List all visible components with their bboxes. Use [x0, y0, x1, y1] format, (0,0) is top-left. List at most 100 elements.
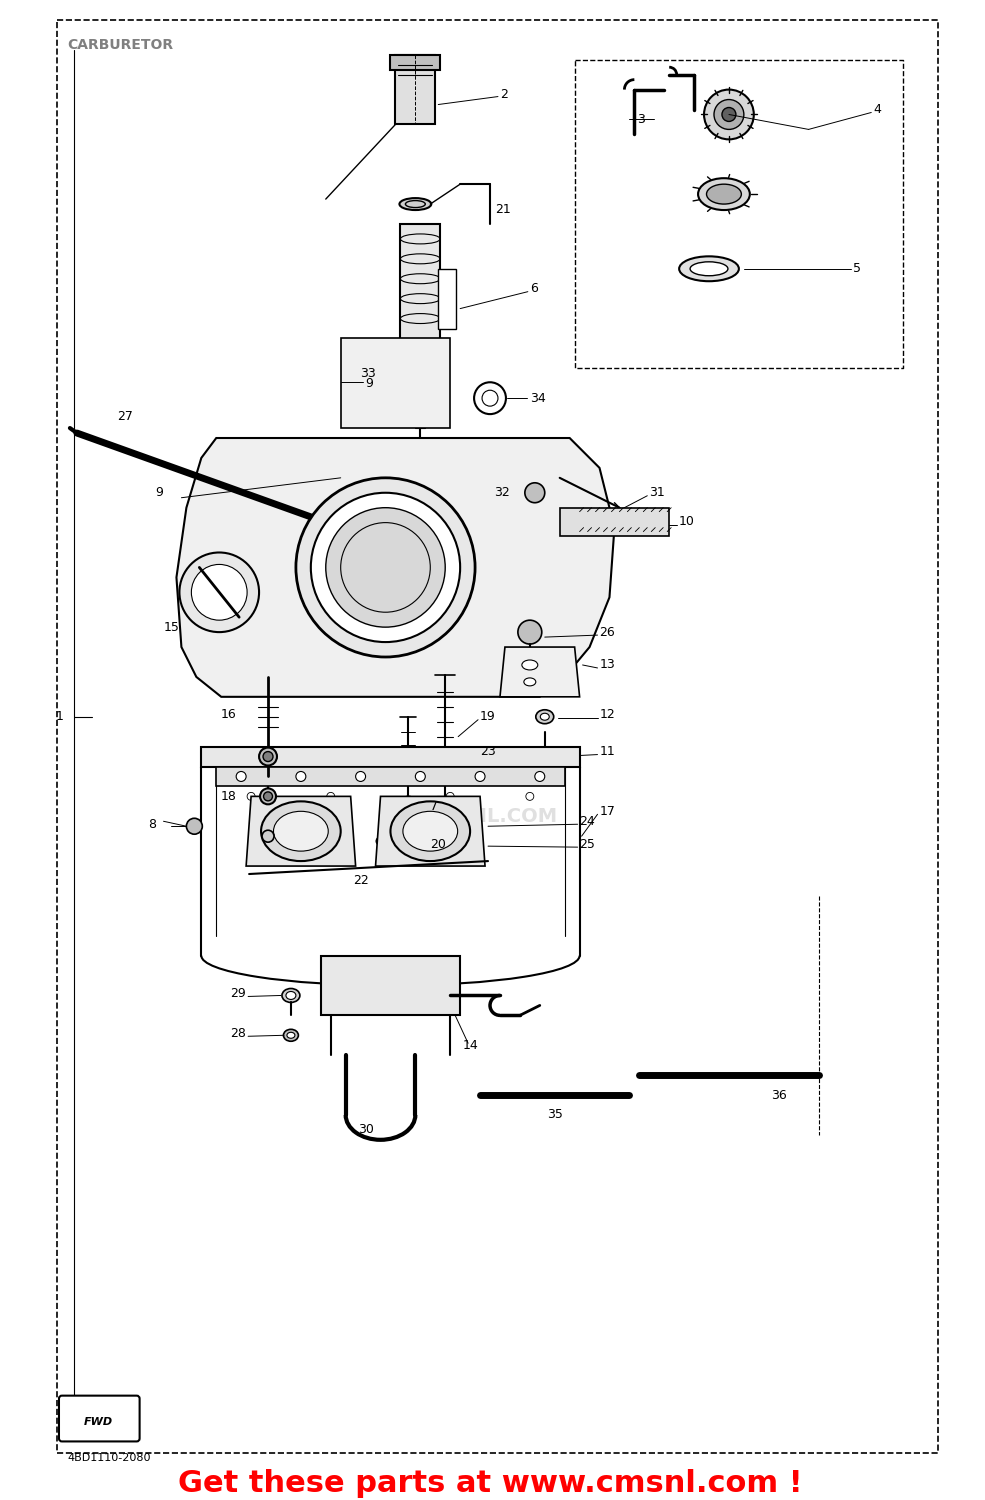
Circle shape — [326, 507, 445, 627]
Text: FWD: FWD — [85, 1416, 113, 1426]
Circle shape — [525, 483, 545, 502]
Ellipse shape — [522, 660, 538, 670]
Bar — [559, 507, 669, 536]
Polygon shape — [375, 796, 485, 865]
Circle shape — [356, 771, 365, 782]
Text: 15: 15 — [164, 621, 179, 633]
Text: 21: 21 — [495, 202, 511, 216]
Ellipse shape — [262, 830, 274, 842]
Text: 36: 36 — [771, 1089, 787, 1101]
Text: 28: 28 — [230, 1028, 246, 1039]
Text: 13: 13 — [600, 658, 616, 672]
Text: 20: 20 — [430, 837, 446, 850]
Text: 23: 23 — [480, 746, 495, 758]
Ellipse shape — [714, 99, 744, 129]
Text: 24: 24 — [579, 815, 595, 828]
Text: 5: 5 — [853, 262, 861, 276]
Circle shape — [446, 792, 454, 801]
Circle shape — [247, 792, 255, 801]
Text: 26: 26 — [600, 626, 616, 639]
Ellipse shape — [412, 360, 429, 378]
Text: CARBURETOR: CARBURETOR — [67, 38, 173, 52]
Ellipse shape — [704, 90, 754, 140]
Ellipse shape — [524, 678, 536, 686]
Ellipse shape — [690, 262, 728, 276]
Text: 14: 14 — [462, 1038, 478, 1052]
Ellipse shape — [400, 198, 431, 210]
FancyBboxPatch shape — [59, 1395, 140, 1441]
Text: WWW.: WWW. — [356, 766, 426, 786]
Circle shape — [475, 771, 485, 782]
Circle shape — [296, 771, 306, 782]
Bar — [321, 956, 460, 1016]
Bar — [395, 56, 435, 125]
Ellipse shape — [679, 256, 739, 280]
Circle shape — [191, 564, 247, 620]
Ellipse shape — [402, 796, 416, 807]
Text: 25: 25 — [579, 837, 596, 850]
Circle shape — [236, 771, 246, 782]
Text: 3: 3 — [637, 112, 645, 126]
Bar — [217, 766, 564, 786]
Bar — [390, 56, 440, 69]
Ellipse shape — [282, 988, 299, 1002]
Text: 10: 10 — [679, 514, 695, 528]
Text: 16: 16 — [221, 708, 236, 722]
Text: 33: 33 — [360, 368, 375, 380]
Circle shape — [535, 771, 545, 782]
Text: 6: 6 — [530, 282, 538, 296]
Polygon shape — [341, 339, 450, 427]
Text: 22: 22 — [353, 874, 368, 888]
Bar — [201, 747, 579, 766]
Ellipse shape — [264, 792, 273, 801]
Ellipse shape — [698, 178, 750, 210]
Ellipse shape — [259, 747, 277, 765]
Text: 2: 2 — [500, 88, 508, 101]
Ellipse shape — [540, 760, 550, 768]
Ellipse shape — [261, 801, 341, 861]
Ellipse shape — [706, 184, 742, 204]
Ellipse shape — [376, 834, 405, 848]
Circle shape — [186, 819, 202, 834]
Polygon shape — [500, 646, 579, 698]
Text: 19: 19 — [480, 710, 495, 723]
Ellipse shape — [286, 992, 296, 999]
Circle shape — [416, 771, 426, 782]
Text: 29: 29 — [230, 987, 246, 1000]
Text: 4: 4 — [874, 104, 882, 116]
Text: 32: 32 — [494, 486, 510, 500]
Text: 35: 35 — [547, 1108, 562, 1122]
Polygon shape — [176, 438, 615, 698]
Ellipse shape — [263, 752, 273, 762]
Circle shape — [296, 478, 475, 657]
Ellipse shape — [381, 837, 400, 844]
Ellipse shape — [260, 789, 276, 804]
Text: 8: 8 — [149, 818, 157, 831]
Text: Get these parts at www.cmsnl.com !: Get these parts at www.cmsnl.com ! — [177, 1468, 803, 1497]
Circle shape — [311, 494, 460, 642]
Ellipse shape — [722, 108, 736, 122]
Text: 11: 11 — [600, 746, 616, 758]
Ellipse shape — [406, 354, 435, 384]
Ellipse shape — [379, 850, 402, 862]
Ellipse shape — [538, 754, 552, 765]
Ellipse shape — [541, 714, 550, 720]
Polygon shape — [246, 796, 356, 865]
Text: 12: 12 — [600, 708, 616, 722]
Circle shape — [327, 792, 335, 801]
Ellipse shape — [287, 1032, 295, 1038]
Bar — [438, 268, 456, 328]
Ellipse shape — [284, 1029, 298, 1041]
Text: 27: 27 — [116, 410, 133, 423]
Ellipse shape — [523, 676, 537, 686]
Circle shape — [526, 792, 534, 801]
Text: 1: 1 — [56, 710, 64, 723]
Text: 31: 31 — [649, 486, 665, 500]
Text: 17: 17 — [600, 806, 616, 818]
Text: 4BD1110-2080: 4BD1110-2080 — [67, 1454, 151, 1464]
Text: 7: 7 — [430, 800, 438, 813]
Text: 34: 34 — [530, 392, 546, 405]
Ellipse shape — [437, 816, 453, 827]
Text: 9: 9 — [156, 486, 164, 500]
Text: 30: 30 — [358, 1124, 373, 1137]
